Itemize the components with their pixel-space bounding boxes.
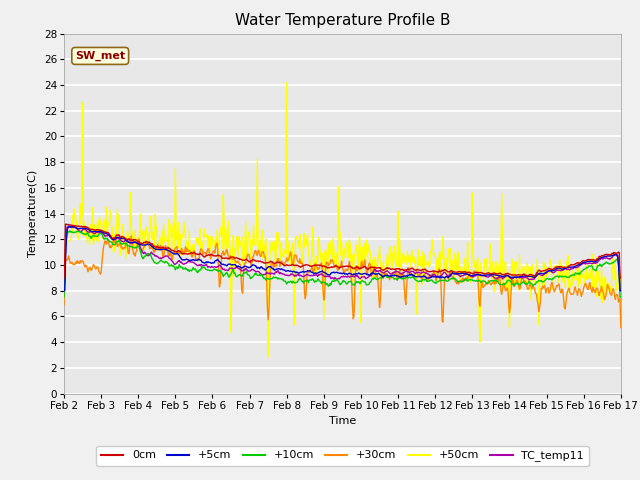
X-axis label: Time: Time: [329, 416, 356, 426]
Title: Water Temperature Profile B: Water Temperature Profile B: [235, 13, 450, 28]
Y-axis label: Temperature(C): Temperature(C): [28, 170, 38, 257]
Legend: 0cm, +5cm, +10cm, +30cm, +50cm, TC_temp11: 0cm, +5cm, +10cm, +30cm, +50cm, TC_temp1…: [96, 446, 589, 466]
Text: SW_met: SW_met: [75, 51, 125, 61]
